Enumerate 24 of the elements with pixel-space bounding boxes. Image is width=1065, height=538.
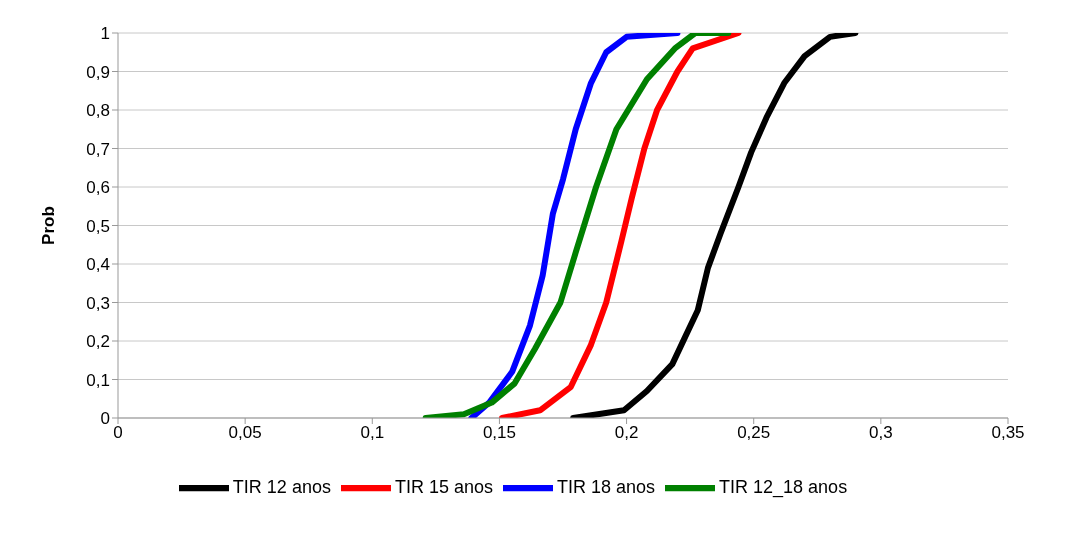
x-tick-label: 0,15 xyxy=(482,423,516,443)
x-tick-label: 0,1 xyxy=(360,423,385,443)
y-tick-label: 0,9 xyxy=(86,62,110,82)
y-tick-label: 0,3 xyxy=(86,293,110,313)
x-tick-label: 0,3 xyxy=(869,423,893,443)
x-tick-label: 0 xyxy=(113,423,123,443)
legend-label: TIR 12 anos xyxy=(232,476,331,497)
y-tick-label: 0,2 xyxy=(86,332,110,352)
y-tick-label: 0,6 xyxy=(86,178,110,198)
y-tick-label: 0,8 xyxy=(86,101,110,121)
y-tick-label: 1 xyxy=(100,24,110,44)
legend-label: TIR 12_18 anos xyxy=(719,476,848,497)
y-axis-title: Prob xyxy=(39,206,59,245)
x-tick-label: 0,35 xyxy=(991,423,1025,443)
x-tick-label: 0,2 xyxy=(614,423,639,443)
y-tick-label: 0,1 xyxy=(86,370,110,390)
y-tick-label: 0,5 xyxy=(86,216,110,236)
x-tick-label: 0,05 xyxy=(228,423,262,443)
legend-label: TIR 18 anos xyxy=(556,476,656,497)
legend-label: TIR 15 anos xyxy=(394,476,493,497)
y-tick-label: 0,4 xyxy=(86,255,110,275)
x-tick-label: 0,25 xyxy=(737,423,771,443)
y-tick-label: 0 xyxy=(100,409,110,429)
y-tick-label: 0,7 xyxy=(86,139,110,159)
